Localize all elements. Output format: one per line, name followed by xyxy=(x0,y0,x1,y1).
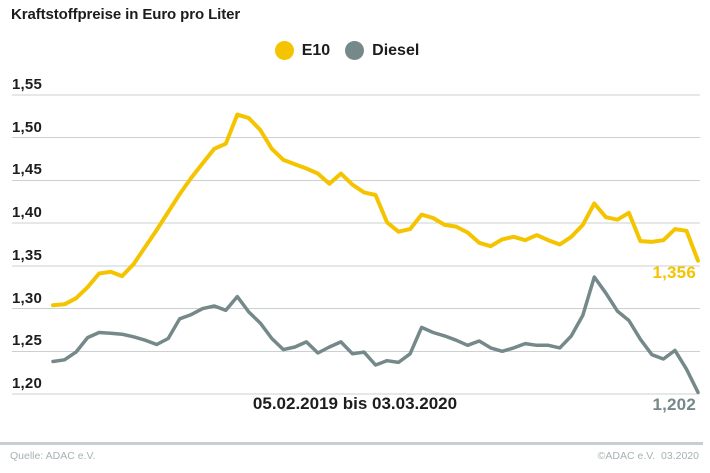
legend-item-e10: E10 xyxy=(274,41,331,60)
y-axis-tick-label: 1,40 xyxy=(12,204,42,221)
y-axis-tick-label: 1,35 xyxy=(12,247,42,264)
copyright-text: ©ADAC e.V. 03.2020 xyxy=(597,450,699,462)
e10-legend-dot-icon xyxy=(274,41,294,60)
y-axis-tick-label: 1,50 xyxy=(12,119,42,136)
y-axis-tick-label: 1,55 xyxy=(12,76,42,93)
y-axis-tick-label: 1,45 xyxy=(12,161,42,178)
e10-line xyxy=(51,112,700,308)
source-text: Quelle: ADAC e.V. xyxy=(10,450,96,462)
diesel-legend-dot-icon xyxy=(345,41,365,60)
y-axis-tick-label: 1,30 xyxy=(12,290,42,307)
y-axis-tick-label: 1,25 xyxy=(12,332,42,349)
diesel-line xyxy=(51,275,700,395)
legend-label-e10: E10 xyxy=(301,41,331,59)
footer-divider xyxy=(0,442,703,445)
diesel-end-value-label: 1,202 xyxy=(652,395,696,414)
legend: E10 Diesel xyxy=(0,41,710,60)
legend-item-diesel: Diesel xyxy=(345,41,419,60)
y-axis-tick-label: 1,20 xyxy=(12,375,42,392)
chart-title: Kraftstoffpreise in Euro pro Liter xyxy=(11,6,241,23)
e10-end-value-label: 1,356 xyxy=(652,263,696,282)
legend-label-diesel: Diesel xyxy=(372,41,420,59)
x-axis-range-label: 05.02.2019 bis 03.03.2020 xyxy=(252,394,458,413)
